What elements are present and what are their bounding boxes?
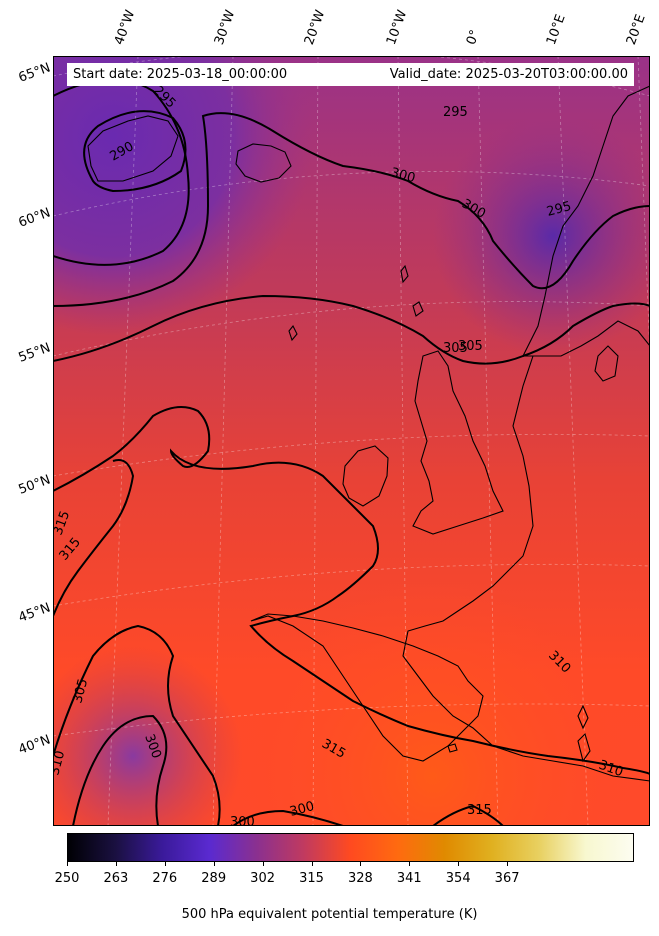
lat-label-55n: 55°N xyxy=(16,340,53,366)
lon-label-10e: 10°E xyxy=(543,12,569,48)
contour-label-305-c: 305 xyxy=(70,677,91,705)
colorbar-tick-label: 302 xyxy=(250,871,276,886)
contour-label-295-c: 295 xyxy=(545,199,573,220)
lon-label-0: 0° xyxy=(463,27,484,47)
contour-label-305-b: 305 xyxy=(458,339,483,354)
colorbar-tick-label: 250 xyxy=(54,871,80,886)
colorbar-tick-mark xyxy=(213,862,215,866)
contour-label-300-d: 300 xyxy=(288,799,316,820)
colorbar-tick-label: 263 xyxy=(103,871,129,886)
lon-label-40w: 40°W xyxy=(111,8,139,47)
lat-label-40n: 40°N xyxy=(16,732,53,758)
colorbar-label: 500 hPa equivalent potential temperature… xyxy=(181,907,478,922)
colorbar-tick-label: 276 xyxy=(152,871,178,886)
colorbar-tick-mark xyxy=(360,862,362,866)
colorbar-tick-label: 341 xyxy=(396,871,422,886)
contour-label-315-d: 315 xyxy=(467,803,492,818)
lon-label-20e: 20°E xyxy=(623,12,649,48)
colorbar xyxy=(67,833,634,862)
colorbar-tick-label: 367 xyxy=(494,871,520,886)
colorbar-tick-mark xyxy=(164,862,166,866)
lat-label-65n: 65°N xyxy=(16,60,53,86)
colorbar-tick-label: 289 xyxy=(201,871,227,886)
colorbar-tick-mark xyxy=(507,862,509,866)
theta-e-map: 295 290 295 300 300 295 305 305 315 315 … xyxy=(53,56,650,826)
lat-label-50n: 50°N xyxy=(16,472,53,498)
lat-label-60n: 60°N xyxy=(16,205,53,231)
colorbar-tick-mark xyxy=(115,862,117,866)
lon-label-10w: 10°W xyxy=(383,8,411,47)
valid-date-label: Valid_date: 2025-03-20T03:00:00.00 xyxy=(389,67,628,82)
lon-label-20w: 20°W xyxy=(301,8,329,47)
contour-label-305-a: 305 xyxy=(443,341,468,356)
contour-label-300-e: 300 xyxy=(230,815,255,826)
contour-label-300-a: 300 xyxy=(389,165,417,186)
colorbar-tick-label: 328 xyxy=(347,871,373,886)
lon-label-30w: 30°W xyxy=(211,8,239,47)
start-date-label: Start date: 2025-03-18_00:00:00 xyxy=(73,67,288,82)
colorbar-tick-mark xyxy=(409,862,411,866)
colorbar-tick-mark xyxy=(262,862,264,866)
colorbar-tick-label: 354 xyxy=(445,871,471,886)
date-info-box: Start date: 2025-03-18_00:00:00 Valid_da… xyxy=(67,63,634,86)
colorbar-tick-mark xyxy=(67,862,68,866)
colorbar-tick-mark xyxy=(458,862,460,866)
contour-label-295-b: 295 xyxy=(443,105,468,120)
colorbar-ticks: 250 263 276 289 302 315 328 341 354 367 xyxy=(55,862,634,892)
lat-label-45n: 45°N xyxy=(16,600,53,626)
colorbar-tick-mark xyxy=(311,862,313,866)
colorbar-tick-label: 315 xyxy=(299,871,324,886)
